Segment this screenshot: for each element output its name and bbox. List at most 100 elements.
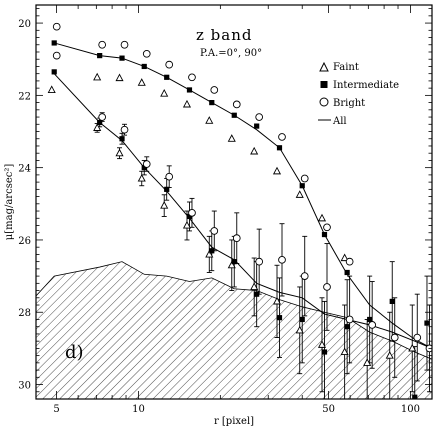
y-tick-label-26: 26 bbox=[18, 236, 31, 247]
hatched-region-boundary bbox=[36, 261, 432, 360]
point-bright-lower-7 bbox=[232, 234, 241, 242]
point-bright-upper-12 bbox=[345, 257, 354, 266]
point-intermediate-upper-2 bbox=[119, 55, 125, 61]
panel-label: d) bbox=[65, 342, 84, 363]
point-bright-lower-8 bbox=[255, 257, 264, 266]
point-bright-upper-9 bbox=[278, 133, 286, 141]
chart-title: z band bbox=[196, 26, 252, 44]
point-bright-lower-15 bbox=[413, 333, 422, 342]
legend-label-bright: Bright bbox=[333, 98, 365, 109]
point-bright-lower-9 bbox=[278, 255, 286, 264]
point-intermediate-lower-2 bbox=[119, 136, 125, 142]
point-bright-upper-7 bbox=[232, 100, 241, 109]
point-intermediate-upper-10 bbox=[299, 183, 305, 189]
point-faint-lower-2 bbox=[137, 173, 146, 182]
point-intermediate-upper-8 bbox=[254, 123, 260, 129]
point-bright-lower-3 bbox=[142, 160, 151, 168]
point-intermediate-lower-0 bbox=[51, 69, 57, 75]
point-faint-upper-5 bbox=[182, 99, 192, 108]
point-bright-lower-11 bbox=[323, 283, 331, 291]
point-intermediate-lower-7 bbox=[231, 259, 237, 265]
point-faint-lower-12 bbox=[363, 358, 372, 366]
point-intermediate-lower-14 bbox=[389, 298, 395, 305]
point-faint-lower-8 bbox=[272, 296, 282, 305]
axis-ticks bbox=[36, 5, 432, 400]
point-faint-upper-3 bbox=[137, 78, 146, 86]
point-faint-upper-10 bbox=[295, 190, 304, 198]
point-bright-lower-12 bbox=[345, 315, 354, 324]
point-intermediate-lower-13 bbox=[367, 316, 373, 323]
point-faint-upper-9 bbox=[272, 166, 282, 175]
chart-subtitle: P.A.=0°, 90° bbox=[200, 48, 262, 59]
point-bright-lower-13 bbox=[368, 321, 377, 329]
point-bright-upper-0 bbox=[52, 22, 61, 31]
point-faint-upper-0 bbox=[47, 85, 56, 93]
data-markers bbox=[47, 22, 432, 399]
point-faint-upper-2 bbox=[115, 73, 124, 82]
legend-marker-faint bbox=[319, 61, 329, 72]
point-faint-upper-4 bbox=[160, 89, 169, 97]
point-bright-lower-2 bbox=[120, 125, 129, 134]
point-intermediate-lower-1 bbox=[97, 119, 103, 126]
y-tick-label-20: 20 bbox=[18, 19, 31, 30]
point-faint-upper-12 bbox=[340, 253, 349, 262]
point-intermediate-upper-7 bbox=[231, 112, 237, 118]
point-bright-upper-5 bbox=[188, 73, 196, 82]
point-intermediate-upper-12 bbox=[344, 269, 350, 276]
x-tick-label-50: 50 bbox=[322, 404, 335, 415]
point-faint-lower-7 bbox=[250, 282, 259, 290]
point-bright-upper-8 bbox=[255, 113, 264, 121]
point-intermediate-lower-16 bbox=[424, 320, 430, 326]
point-bright-upper-4 bbox=[165, 60, 174, 69]
y-tick-label-28: 28 bbox=[18, 308, 31, 319]
point-faint-lower-5 bbox=[205, 249, 214, 258]
x-tick-label-10: 10 bbox=[132, 404, 145, 415]
point-faint-lower-4 bbox=[182, 220, 192, 229]
x-tick-label-100: 100 bbox=[401, 404, 420, 415]
y-tick-label-24: 24 bbox=[18, 164, 31, 175]
point-intermediate-lower-11 bbox=[321, 349, 328, 355]
point-intermediate-upper-9 bbox=[276, 145, 283, 151]
legend: Faint Intermediate Bright All bbox=[318, 61, 399, 127]
point-faint-lower-6 bbox=[227, 260, 236, 269]
point-intermediate-lower-8 bbox=[254, 291, 260, 297]
point-intermediate-lower-3 bbox=[141, 165, 147, 171]
y-axis-title: μ[mag/arcsec²] bbox=[4, 164, 15, 241]
point-bright-lower-4 bbox=[165, 172, 174, 181]
point-intermediate-lower-15 bbox=[412, 394, 418, 399]
point-intermediate-upper-3 bbox=[141, 63, 147, 70]
point-intermediate-lower-10 bbox=[299, 316, 305, 323]
point-intermediate-lower-12 bbox=[344, 324, 350, 330]
point-intermediate-upper-5 bbox=[186, 87, 193, 93]
point-faint-upper-1 bbox=[93, 72, 102, 81]
point-bright-lower-0 bbox=[52, 51, 61, 60]
point-faint-upper-6 bbox=[205, 116, 214, 124]
legend-label-all: All bbox=[332, 116, 347, 127]
point-faint-upper-8 bbox=[250, 146, 259, 155]
point-bright-lower-5 bbox=[188, 208, 196, 217]
point-intermediate-lower-9 bbox=[276, 315, 283, 321]
point-faint-upper-7 bbox=[227, 134, 236, 142]
point-faint-lower-14 bbox=[408, 343, 417, 352]
tick-labels: 20 22 24 26 28 30 5 10 50 100 bbox=[18, 19, 420, 415]
point-bright-upper-6 bbox=[210, 86, 219, 94]
x-tick-label-5: 5 bbox=[53, 404, 59, 415]
point-bright-upper-11 bbox=[323, 223, 331, 232]
point-bright-upper-10 bbox=[300, 174, 309, 183]
detection-limit-region bbox=[36, 261, 432, 399]
point-intermediate-upper-6 bbox=[209, 99, 215, 106]
point-faint-lower-9 bbox=[295, 325, 304, 334]
point-faint-lower-3 bbox=[160, 201, 169, 209]
point-faint-lower-11 bbox=[340, 347, 349, 356]
point-bright-lower-14 bbox=[390, 333, 399, 342]
plot-frame bbox=[35, 4, 433, 400]
point-intermediate-lower-5 bbox=[186, 213, 193, 220]
point-intermediate-upper-11 bbox=[321, 231, 328, 238]
point-faint-lower-0 bbox=[93, 123, 102, 131]
point-bright-upper-1 bbox=[98, 40, 107, 49]
x-axis-title: r [pixel] bbox=[214, 416, 254, 427]
point-bright-lower-10 bbox=[300, 272, 309, 280]
point-intermediate-lower-4 bbox=[164, 186, 170, 192]
point-faint-lower-1 bbox=[115, 148, 124, 157]
